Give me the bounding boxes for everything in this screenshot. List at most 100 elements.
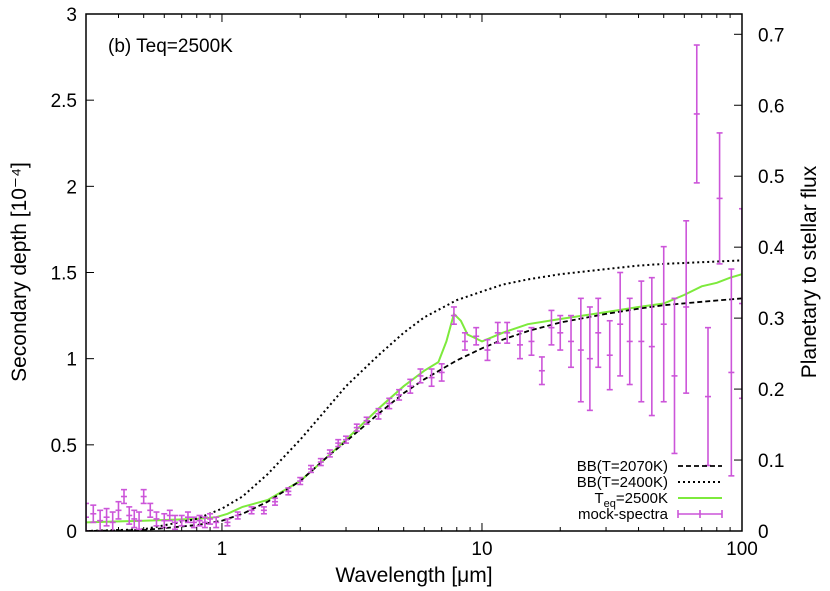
mock-spectra-point <box>683 220 690 394</box>
plot-frame <box>85 13 743 532</box>
y-tick-label: 0 <box>66 522 77 543</box>
legend-label: BB(T=2070K) <box>577 458 668 475</box>
mock-spectra-point <box>90 504 97 524</box>
mock-spectra-point <box>172 514 179 531</box>
legend-entry: BB(T=2070K) <box>577 458 722 475</box>
mock-spectra-point <box>660 245 667 403</box>
mock-spectra-point <box>407 378 414 394</box>
y2-tick-label: 0.7 <box>758 25 784 46</box>
y2-tick-label: 0.1 <box>758 451 784 472</box>
x-tick-label: 1 <box>217 539 228 560</box>
mock-spectra-point <box>97 509 104 531</box>
mock-spectra-point <box>201 516 208 529</box>
mock-spectra-point <box>307 464 314 474</box>
panel-label: (b) Teq=2500K <box>108 36 233 57</box>
mock-spectra-point <box>103 507 110 527</box>
x-tick-label: 10 <box>471 539 492 560</box>
mock-spectra-point <box>297 476 304 486</box>
mock-spectra-point <box>693 44 700 184</box>
mock-spectra-point <box>548 309 555 346</box>
mock-spectra-point <box>606 319 613 391</box>
mock-spectra-point <box>272 497 279 506</box>
mock-spectra-point <box>190 516 197 529</box>
series-line-dotted <box>86 259 742 531</box>
mock-spectra-point <box>343 435 350 444</box>
mock-spectra-point <box>115 500 122 520</box>
mock-spectra-point <box>577 297 584 403</box>
mock-spectra-point <box>504 321 511 344</box>
mock-spectra-point <box>126 506 133 525</box>
mock-spectra-point <box>494 321 501 344</box>
y-tick-label: 2.5 <box>51 91 77 112</box>
mock-spectra-point <box>196 514 203 527</box>
legend-entry: Teq=2500K <box>594 490 722 510</box>
mock-spectra-point <box>375 407 382 420</box>
mock-spectra-point <box>207 512 214 525</box>
y-tick-label: 1 <box>66 350 77 371</box>
mock-spectra-point <box>671 297 678 455</box>
mock-spectra-point <box>285 487 292 496</box>
mock-spectra-point <box>617 271 624 377</box>
mock-spectra-point <box>109 511 116 531</box>
y-axis-label: Secondary depth [10⁻⁴] <box>8 162 31 382</box>
mock-spectra-point <box>213 516 220 529</box>
y-tick-label: 2 <box>66 177 77 198</box>
mock-spectra-point <box>260 506 267 515</box>
y2-tick-label: 0.2 <box>758 380 784 401</box>
legend-entry: mock-spectra <box>578 506 723 523</box>
mock-spectra-point <box>396 388 403 401</box>
y2-tick-label: 0.4 <box>758 238 785 259</box>
mock-spectra-point <box>568 314 575 369</box>
mock-spectra-point <box>140 488 147 505</box>
mock-spectra-point <box>516 330 523 360</box>
legend-label: mock-spectra <box>578 506 669 523</box>
mock-spectra-point <box>461 332 468 351</box>
mock-spectra-point <box>317 457 324 467</box>
mock-spectra-point <box>153 511 160 527</box>
mock-spectra-point <box>386 397 393 410</box>
legend-entry: BB(T=2400K) <box>577 474 722 491</box>
mock-spectra-point <box>166 509 173 522</box>
legend: BB(T=2070K)BB(T=2400K)Teq=2500Kmock-spec… <box>577 458 723 523</box>
mock-spectra-point <box>638 280 645 403</box>
legend-label: BB(T=2400K) <box>577 474 668 491</box>
x-tick-label: 100 <box>726 539 758 560</box>
mock-spectra-point <box>450 306 457 326</box>
y-tick-label: 1.5 <box>51 264 77 285</box>
mock-spectra-point <box>704 326 711 467</box>
series-line-dashed <box>86 297 742 531</box>
mock-spectra-point <box>178 514 185 527</box>
y2-axis-label: Planetary to stellar flux <box>798 165 821 378</box>
y2-tick-label: 0.6 <box>758 96 784 117</box>
mock-spectra-point <box>248 506 255 515</box>
x-axis-label: Wavelength [μm] <box>335 564 492 587</box>
mock-spectra-point <box>428 368 435 388</box>
mock-spectra-point <box>438 363 445 382</box>
mock-spectra-point <box>538 356 545 386</box>
y-tick-label: 0.5 <box>51 436 77 457</box>
mock-spectra-point <box>586 306 593 412</box>
y2-tick-label: 0.3 <box>758 309 784 330</box>
mock-spectra-point <box>728 268 735 477</box>
mock-spectra-point <box>528 326 535 357</box>
mock-spectra-point <box>739 207 742 400</box>
y2-tick-label: 0 <box>758 522 769 543</box>
mock-spectra-point <box>595 297 602 369</box>
mock-spectra-point <box>557 314 564 351</box>
mock-spectra-point <box>417 368 424 384</box>
mock-spectra-point <box>86 502 89 531</box>
mock-spectra-point <box>184 511 191 524</box>
mock-spectra-point <box>326 449 333 458</box>
legend-label: Teq=2500K <box>594 490 668 510</box>
mock-spectra-point <box>353 423 360 432</box>
mock-spectra-point <box>484 338 491 362</box>
mock-spectra-point <box>120 488 127 505</box>
y2-tick-label: 0.5 <box>758 167 784 188</box>
mock-spectra-point <box>234 511 241 520</box>
mock-spectra-point <box>147 502 154 519</box>
y-tick-label: 3 <box>66 5 77 26</box>
mock-spectra-point <box>224 518 231 527</box>
mock-spectra-point <box>626 297 633 386</box>
mock-spectra-point <box>131 509 138 529</box>
